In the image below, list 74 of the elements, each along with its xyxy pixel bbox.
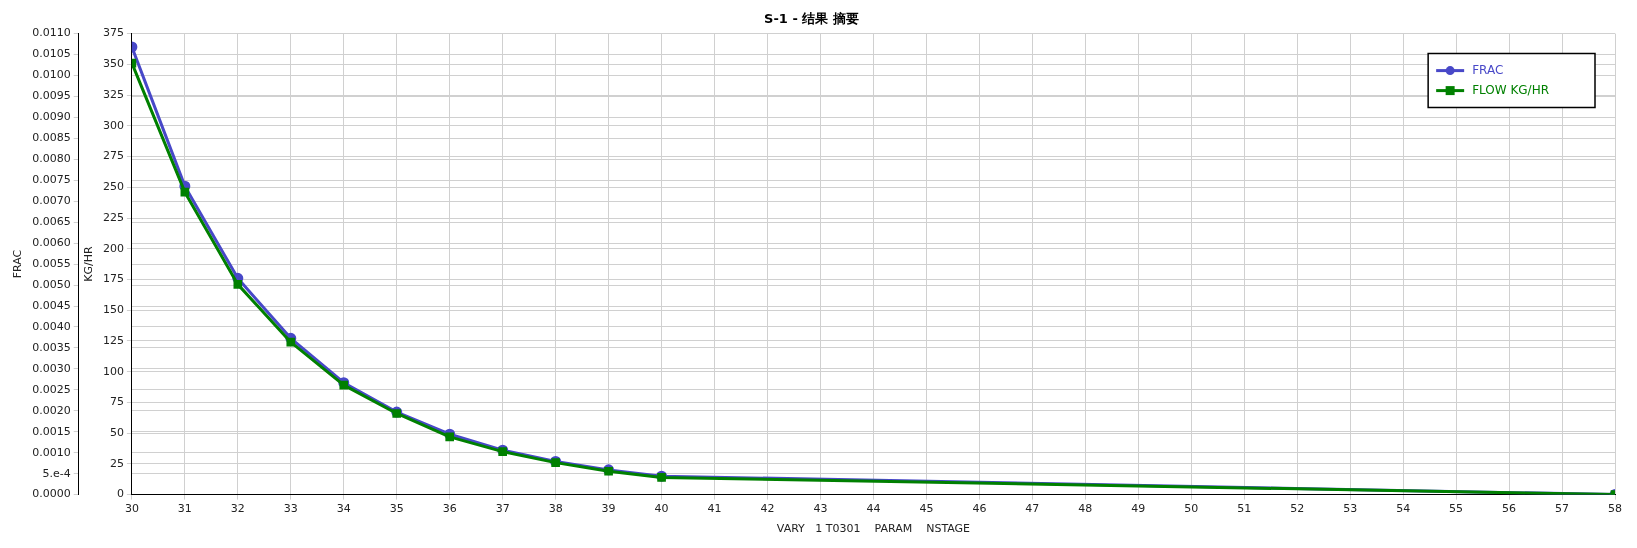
y-tick-label: 275 [102,149,124,163]
x-tick-label: 40 [654,502,669,516]
x-tick-label: 58 [1608,502,1622,516]
x-tick-label: 46 [972,502,987,516]
y-tick-label: 300 [102,118,124,132]
x-tick-label: 47 [1025,502,1040,516]
x-tick-label: 37 [495,502,510,516]
chart-title: S-1 - 结果 摘要 [764,11,859,27]
y2-tick-label: 0.0050 [32,277,71,291]
y-axis-title: KG/HR [82,246,96,282]
x-tick-label: 45 [919,502,934,516]
y-tick-label: 325 [102,87,124,101]
y2-tick-label: 0.0105 [32,47,71,61]
y-tick-label: 250 [102,180,124,194]
x-axis-title: VARY 1 T0301 PARAM NSTAGE [776,522,971,536]
y-tick-label: 225 [102,210,124,224]
x-tick-label: 41 [707,502,722,516]
x-tick-label: 55 [1449,502,1464,516]
y-tick-label: 100 [102,364,124,378]
x-tick-label: 56 [1502,502,1517,516]
x-tick-label: 57 [1555,502,1570,516]
y2-tick-label: 0.0045 [32,298,71,312]
y-tick-label: 25 [109,456,124,470]
y2-tick-label: 0.0055 [32,256,71,270]
y2-tick-label: 0.0110 [32,26,71,40]
y2-tick-label: 0.0090 [32,110,71,124]
y-tick-label: 175 [102,272,124,286]
y-tick-label: 200 [102,241,124,255]
y2-tick-label: 0.0085 [32,131,71,145]
x-tick-label: 51 [1237,502,1252,516]
y2-tick-label: 0.0095 [32,89,71,103]
x-tick-label: 31 [177,502,192,516]
y2-tick-label: 0.0025 [32,382,71,396]
x-tick-label: 48 [1078,502,1093,516]
y-tick-label: 75 [109,395,124,409]
y-tick-label: 50 [109,425,124,439]
y2-tick-label: 0.0100 [32,68,71,82]
y2-tick-label: 0.0035 [32,340,71,354]
y-tick-label: 0 [116,487,124,501]
y2-tick-label: 0.0065 [32,215,71,229]
y-tick-label: 125 [102,333,124,347]
x-tick-label: 39 [601,502,616,516]
y2-tick-label: 0.0075 [32,173,71,187]
x-tick-label: 42 [760,502,775,516]
legend-label: FLOW KG/HR [1472,82,1549,97]
x-tick-label: 52 [1290,502,1305,516]
y2-tick-label: 0.0060 [32,236,71,249]
x-tick-label: 33 [283,502,298,516]
legend-label: FRAC [1472,62,1504,77]
x-tick-label: 50 [1184,502,1199,516]
y2-tick-label: 0.0040 [32,319,71,333]
y-tick-label: 375 [102,26,124,40]
x-tick-label: 53 [1343,502,1358,516]
y2-tick-label: 0.0070 [32,194,71,208]
y-tick-label: 350 [102,57,124,71]
x-tick-label: 43 [813,502,828,516]
y2-axis-title: FRAC [11,249,25,279]
x-tick-label: 30 [124,502,139,516]
y2-tick-label: 0.0000 [32,487,71,501]
x-tick-label: 49 [1131,502,1146,516]
x-tick-label: 38 [548,502,563,516]
y2-tick-label: 0.0020 [32,403,71,417]
y2-tick-label: 0.0010 [32,445,71,459]
y-tick-label: 150 [102,303,124,317]
x-tick-label: 44 [866,502,881,516]
x-tick-label: 54 [1396,502,1411,516]
x-tick-label: 34 [336,502,351,516]
y2-tick-label: 0.0080 [32,152,71,166]
y2-tick-label: 0.0015 [32,424,71,438]
y2-tick-label: 0.0030 [32,361,71,375]
x-tick-label: 36 [442,502,457,516]
x-tick-label: 32 [230,502,245,516]
y2-tick-label: 5.e-4 [42,466,71,480]
x-tick-label: 35 [389,502,404,516]
